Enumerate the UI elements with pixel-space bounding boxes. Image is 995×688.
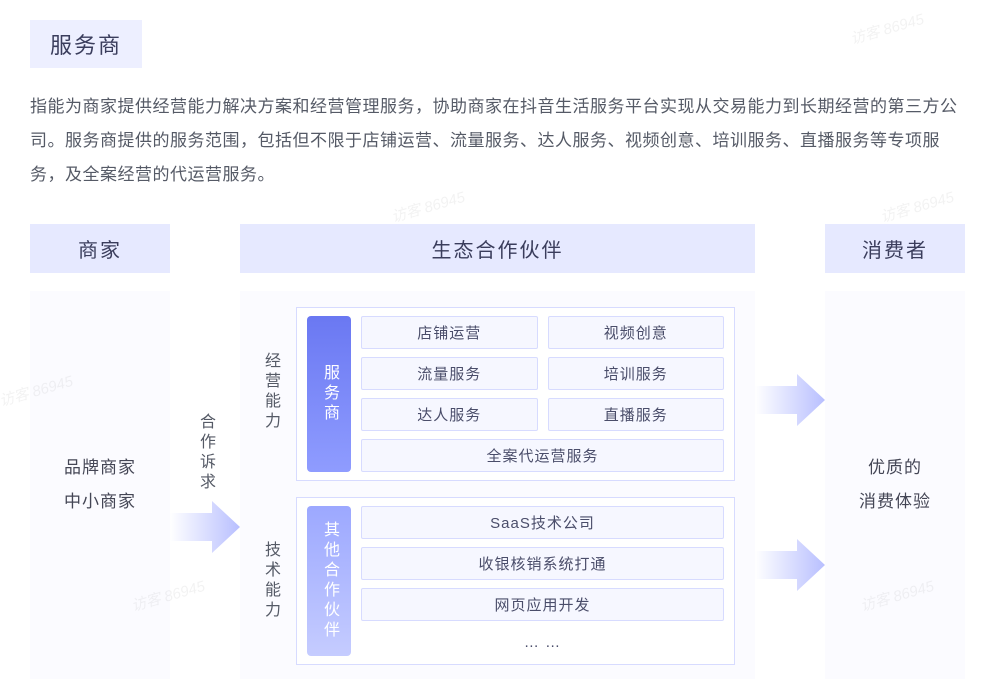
consumer-body: 优质的 消费体验: [825, 291, 965, 679]
tech-webapp: 网页应用开发: [361, 588, 724, 621]
merchant-type-sme: 中小商家: [64, 485, 136, 519]
tech-saas: SaaS技术公司: [361, 506, 724, 539]
description-text: 指能为商家提供经营能力解决方案和经营管理服务，协助商家在抖音生活服务平台实现从交…: [30, 90, 965, 192]
service-kol: 达人服务: [361, 398, 538, 431]
consumer-column: 消费者 优质的 消费体验: [825, 224, 965, 679]
partner-header: 生态合作伙伴: [240, 224, 755, 273]
consumer-header: 消费者: [825, 224, 965, 273]
section-service-provider: 服务商 店铺运营 视频创意 流量服务 培训服务 达人服务 直播服务: [296, 307, 735, 481]
tech-pos: 收银核销系统打通: [361, 547, 724, 580]
merchant-body: 品牌商家 中小商家: [30, 291, 170, 679]
arrow-partner-to-consumer: [755, 224, 825, 679]
page-title: 服务商: [30, 20, 142, 68]
merchant-header: 商家: [30, 224, 170, 273]
vlabel-operations: 经营能力: [260, 352, 282, 432]
service-video-creative: 视频创意: [548, 316, 725, 349]
tab-service-provider: 服务商: [307, 316, 351, 472]
tab-other-partners: 其他合作伙伴: [307, 506, 351, 656]
ecosystem-diagram: 商家 品牌商家 中小商家 合作诉求 生态合作伙伴 经营能力 技术能力: [30, 224, 965, 679]
section-other-partners: 其他合作伙伴 SaaS技术公司 收银核销系统打通 网页应用开发 … …: [296, 497, 735, 665]
service-store-ops: 店铺运营: [361, 316, 538, 349]
arrow-left-label: 合作诉求: [193, 413, 217, 493]
watermark: 访客 86945: [389, 186, 468, 227]
arrow-right-icon: [170, 497, 240, 557]
vlabel-technology: 技术能力: [260, 541, 282, 621]
arrow-right-icon: [755, 535, 825, 595]
consumer-line-2: 消费体验: [859, 485, 931, 519]
tech-more: … …: [361, 629, 724, 656]
merchant-type-brand: 品牌商家: [64, 451, 136, 485]
watermark: 访客 86945: [848, 8, 927, 49]
merchant-column: 商家 品牌商家 中小商家: [30, 224, 170, 679]
watermark: 访客 86945: [878, 186, 957, 227]
service-full-agency: 全案代运营服务: [361, 439, 724, 472]
arrow-right-icon: [755, 370, 825, 430]
service-training: 培训服务: [548, 357, 725, 390]
consumer-line-1: 优质的: [868, 451, 922, 485]
service-livestream: 直播服务: [548, 398, 725, 431]
arrow-merchant-to-partner: 合作诉求: [170, 224, 240, 679]
partner-column: 生态合作伙伴 经营能力 技术能力 服务商 店铺运营 视频创意 流量服务: [240, 224, 755, 679]
service-traffic: 流量服务: [361, 357, 538, 390]
partner-body: 经营能力 技术能力 服务商 店铺运营 视频创意 流量服务 培训服务: [240, 291, 755, 679]
